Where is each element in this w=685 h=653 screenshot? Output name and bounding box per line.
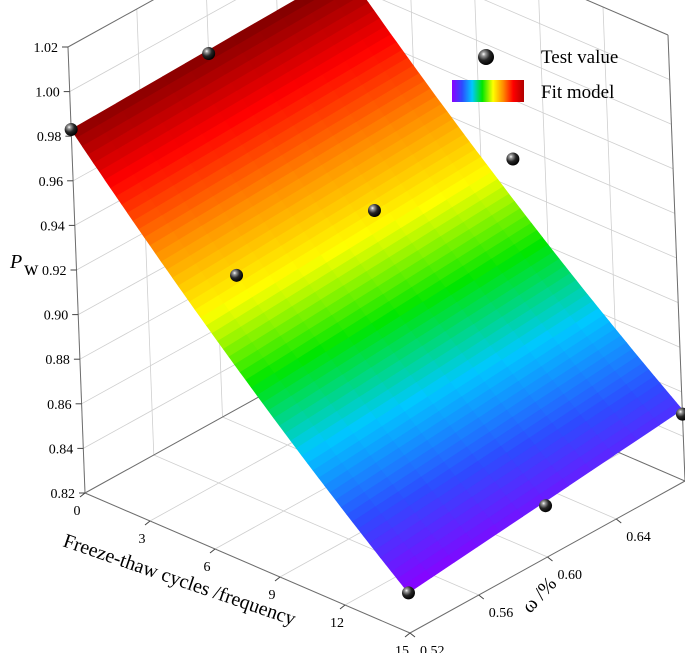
- test-value-point: [401, 586, 415, 600]
- z-tick-label: 1.02: [34, 41, 59, 56]
- fit-surface: [70, 0, 683, 594]
- test-value-point: [506, 152, 520, 166]
- x-tick-mark: [404, 632, 411, 638]
- z-tick-label: 1.00: [35, 86, 60, 101]
- z-tick-label: 0.86: [47, 398, 72, 413]
- x-tick-label: 9: [269, 588, 276, 603]
- y-tick-mark: [478, 594, 485, 600]
- y-tick-label: 0.56: [489, 606, 514, 621]
- x-tick-label: 6: [204, 560, 211, 575]
- x-tick-label: 15: [395, 644, 409, 653]
- legend: Test value Fit model: [452, 47, 618, 103]
- y-tick-label: 0.60: [558, 568, 583, 583]
- z-gridline: [69, 0, 670, 92]
- x-tick-mark: [79, 492, 86, 498]
- x-tick-mark: [339, 604, 346, 610]
- z-tick-label: 0.88: [45, 353, 70, 368]
- x-tick-mark: [274, 576, 281, 582]
- test-value-point: [230, 268, 244, 282]
- x-tick-label: 12: [330, 616, 344, 631]
- axis-frame-edge: [84, 492, 411, 634]
- z-tick-label: 0.98: [37, 130, 62, 145]
- axis-frame-edge: [667, 34, 685, 482]
- y-axis-title: ω /%: [518, 573, 562, 618]
- x-tick-mark: [144, 520, 151, 526]
- y-tick-mark: [409, 632, 416, 638]
- y-tick-mark: [547, 556, 553, 562]
- tick-labels: 0.82 0.84 0.86 0.88 0.90 0.92 0.94 0.96 0.98 1.00…: [34, 41, 651, 653]
- x-tick-mark: [209, 548, 216, 554]
- y-tick-mark: [615, 518, 622, 524]
- z-axis-title-main: P: [9, 251, 22, 273]
- z-tick-label: 0.92: [42, 264, 67, 279]
- y-tick-label: 0.52: [420, 644, 445, 653]
- z-tick-label: 0.96: [39, 175, 64, 190]
- z-tick-label: 0.84: [49, 442, 74, 457]
- axis-frame-edge: [585, 0, 669, 36]
- x-tick-label: 0: [74, 504, 81, 519]
- x-axis-title: Freeze-thaw cycles /frequency: [60, 530, 298, 630]
- z-axis-title: P w: [9, 251, 39, 280]
- y-tick-label: 0.64: [626, 530, 651, 545]
- test-value-point: [202, 47, 216, 61]
- z-tick-label: 0.90: [44, 309, 69, 324]
- test-value-point: [64, 123, 78, 137]
- legend-test-marker: [478, 49, 494, 65]
- test-value-point: [675, 407, 685, 421]
- z-axis-title-sub: w: [24, 258, 39, 280]
- legend-fit-swatch: [452, 80, 524, 102]
- legend-fit-label: Fit model: [541, 82, 614, 103]
- z-tick-label: 0.82: [51, 487, 76, 502]
- z-tick-label: 0.94: [40, 219, 65, 234]
- test-value-point: [539, 499, 553, 513]
- x-tick-label: 3: [139, 532, 146, 547]
- axis-frame-edge: [67, 0, 155, 48]
- legend-test-label: Test value: [541, 47, 618, 68]
- test-points: [64, 47, 685, 600]
- test-value-point: [367, 203, 381, 217]
